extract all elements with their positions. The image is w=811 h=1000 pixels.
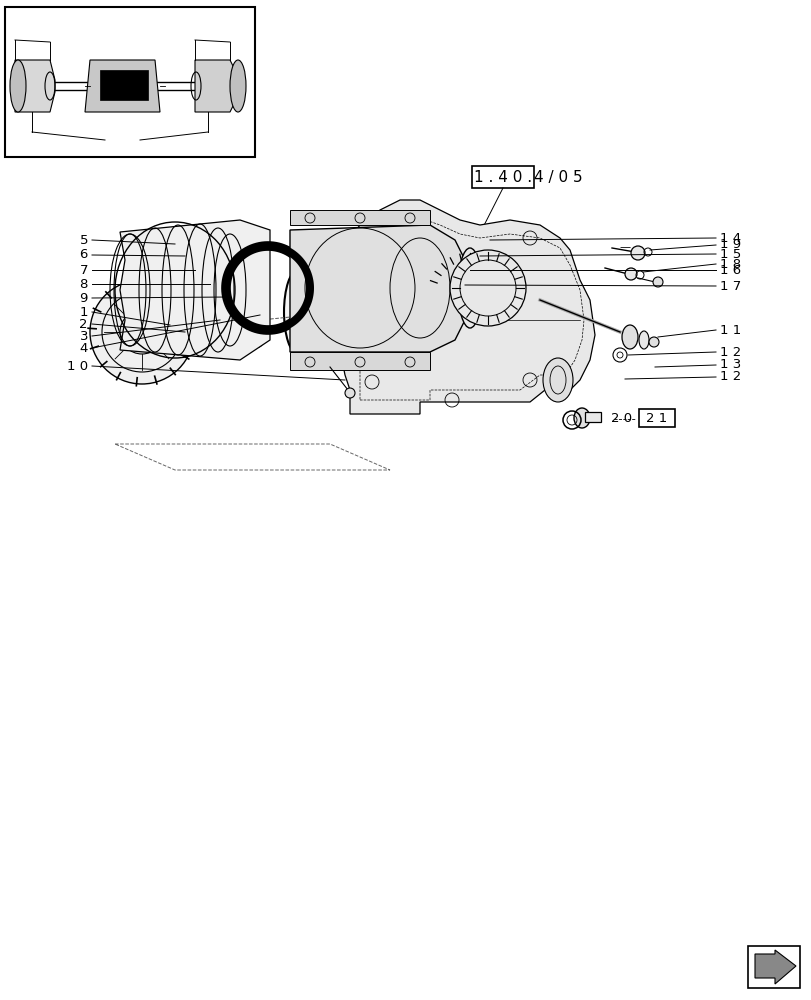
Polygon shape — [120, 220, 270, 360]
Text: 1 1: 1 1 — [719, 324, 740, 336]
Text: 2 0: 2 0 — [611, 412, 632, 426]
Text: —: — — [619, 242, 630, 252]
Text: 1 4: 1 4 — [719, 232, 740, 244]
Circle shape — [188, 292, 247, 352]
Text: 1 9: 1 9 — [719, 238, 740, 251]
Ellipse shape — [638, 331, 648, 349]
Ellipse shape — [573, 408, 590, 428]
Text: 3: 3 — [79, 330, 88, 342]
Text: 1 7: 1 7 — [719, 279, 740, 292]
Polygon shape — [195, 60, 240, 112]
Ellipse shape — [230, 60, 246, 112]
Polygon shape — [15, 60, 55, 112]
Circle shape — [120, 310, 164, 354]
Polygon shape — [337, 200, 594, 414]
Text: 2: 2 — [79, 318, 88, 330]
Text: 6: 6 — [79, 248, 88, 261]
Circle shape — [652, 277, 663, 287]
Bar — [100, 70, 148, 100]
Text: 1 0: 1 0 — [67, 360, 88, 372]
Text: 1 3: 1 3 — [719, 359, 740, 371]
Ellipse shape — [457, 248, 482, 328]
Bar — [471, 166, 534, 188]
Ellipse shape — [10, 60, 26, 112]
Polygon shape — [290, 352, 430, 370]
Polygon shape — [754, 950, 795, 984]
Text: 1 2: 1 2 — [719, 346, 740, 359]
Text: 7: 7 — [79, 263, 88, 276]
Text: 5: 5 — [79, 233, 88, 246]
Text: 9: 9 — [79, 292, 88, 304]
Circle shape — [449, 250, 526, 326]
Polygon shape — [290, 225, 465, 352]
Text: 1 5: 1 5 — [719, 247, 740, 260]
Text: 1 . 4 0 .: 1 . 4 0 . — [474, 170, 531, 185]
Text: 1 6: 1 6 — [719, 263, 740, 276]
Ellipse shape — [543, 358, 573, 402]
Ellipse shape — [284, 270, 311, 354]
Ellipse shape — [621, 325, 637, 349]
Circle shape — [648, 337, 659, 347]
Circle shape — [630, 246, 644, 260]
Circle shape — [345, 388, 354, 398]
Text: 4: 4 — [79, 342, 88, 355]
Polygon shape — [221, 242, 314, 334]
Circle shape — [90, 280, 194, 384]
Ellipse shape — [247, 283, 268, 347]
Text: 8: 8 — [79, 277, 88, 290]
Bar — [5, 7, 255, 157]
Polygon shape — [290, 210, 430, 225]
Bar — [747, 946, 799, 988]
Text: 1 2: 1 2 — [719, 370, 740, 383]
Circle shape — [624, 268, 636, 280]
Bar — [584, 412, 600, 422]
Text: 4 / 0 5: 4 / 0 5 — [533, 170, 581, 185]
Text: 1: 1 — [79, 306, 88, 318]
Polygon shape — [85, 60, 160, 112]
Bar — [638, 409, 674, 427]
Text: 1 8: 1 8 — [719, 257, 740, 270]
Text: 2 1: 2 1 — [646, 412, 667, 424]
